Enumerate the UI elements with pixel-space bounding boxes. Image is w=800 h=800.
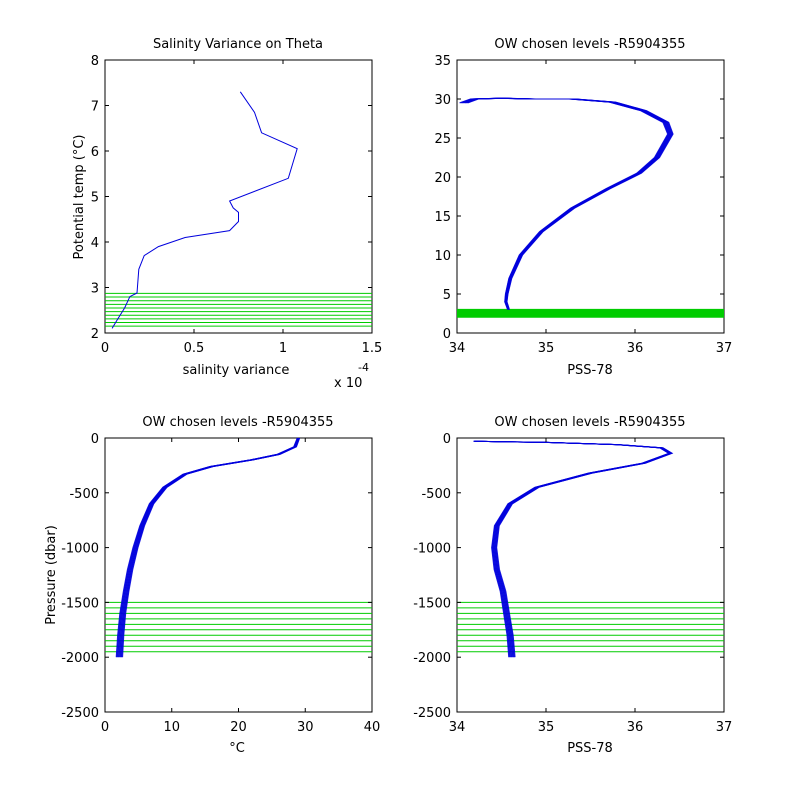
y-tick-label: -2500 [413,706,451,721]
y-tick-label: 25 [434,132,451,147]
profile-line [111,91,298,329]
y-tick-label: 15 [434,210,451,225]
x-tick-label: 37 [716,341,733,356]
y-tick-label: 8 [91,54,99,69]
y-tick-label: 35 [434,54,451,69]
y-tick-label: 6 [91,145,99,160]
panel-3-title: OW chosen levels -R5904355 [142,415,333,430]
x-tick-label: 34 [449,341,466,356]
x-tick-label: 0 [101,341,109,356]
y-tick-label: -2500 [61,706,99,721]
panel-4-title: OW chosen levels -R5904355 [494,415,685,430]
x-tick-label: 10 [163,720,180,735]
y-tick-label: -1000 [413,542,451,557]
x-tick-label: 35 [538,341,555,356]
panel-3-axes [104,437,373,713]
profile-line [122,437,301,658]
y-tick-label: 0 [443,327,451,342]
panel-2-title: OW chosen levels -R5904355 [494,37,685,52]
y-tick-label: -1500 [413,596,451,611]
panel-1-chosen-levels [105,292,372,327]
x-tick-label: 40 [364,720,381,735]
panel-2-axes [456,59,725,334]
x-tick-label: 1 [279,341,287,356]
x-tick-label: 30 [297,720,314,735]
profile-line [475,440,674,658]
panel-1-series [111,91,298,329]
panel-3-series [115,437,301,658]
y-tick-label: 5 [443,288,451,303]
y-tick-label: -1500 [61,596,99,611]
y-tick-label: 2 [91,327,99,342]
panel-theta-salinity: OW chosen levels -R5904355 34 35 36 37 0 5 10 1… [434,37,732,378]
x-tick-label: 20 [230,720,247,735]
y-tick-label: 30 [434,93,451,108]
y-tick-label: -500 [421,487,451,502]
y-tick-label: 4 [91,236,99,251]
y-tick-label: 10 [434,249,451,264]
panel-2-ticks: 34 35 36 37 0 5 10 15 20 25 30 35 [434,54,732,356]
panel-3-xlabel: °C [229,741,245,756]
panel-4-ticks: 34 35 36 37 -2500 -2000 -1500 -1000 -500 0 [413,432,732,735]
panel-4-chosen-levels [457,601,724,653]
profile-line [467,97,674,310]
y-tick-label: 7 [91,100,99,115]
panel-1-x-multiplier-base: x 10 [334,376,362,391]
x-tick-label: 0.5 [184,341,205,356]
x-tick-label: 36 [627,341,644,356]
y-tick-label: 20 [434,171,451,186]
y-tick-label: 0 [443,432,451,447]
panel-1-xlabel: salinity variance [183,363,290,378]
x-tick-label: 36 [627,720,644,735]
y-tick-label: -1000 [61,542,99,557]
panel-1-axes [104,59,373,334]
y-tick-label: 0 [91,432,99,447]
y-tick-label: -2000 [413,651,451,666]
panel-2-xlabel: PSS-78 [567,363,613,378]
panel-1-x-multiplier-exponent: -4 [358,361,369,374]
panel-4-series [473,440,674,658]
x-tick-label: 1.5 [362,341,383,356]
y-tick-label: 3 [91,282,99,297]
panel-1-title: Salinity Variance on Theta [153,37,323,52]
x-tick-label: 35 [538,720,555,735]
x-tick-label: 37 [716,720,733,735]
y-tick-label: 5 [91,191,99,206]
panel-1-ylabel: Potential temp (°C) [72,135,87,260]
panel-3-chosen-levels [105,601,372,653]
panel-3-ticks: 0 10 20 30 40 -2500 -2000 -1500 -1000 -500 0 [61,432,380,735]
panel-salinity-variance: Salinity Variance on Theta 0 0.5 1 1.5 2 3 4 5 6… [72,37,382,391]
panel-pressure-salinity: OW chosen levels -R5904355 34 35 36 37 -2500… [413,415,732,756]
x-tick-label: 34 [449,720,466,735]
y-tick-label: -500 [69,487,99,502]
y-tick-label: -2000 [61,651,99,666]
panel-2-chosen-levels [457,308,724,318]
panel-3-ylabel: Pressure (dbar) [44,525,59,625]
panel-4-xlabel: PSS-78 [567,741,613,756]
x-tick-label: 0 [101,720,109,735]
panel-1-ticks: 0 0.5 1 1.5 2 3 4 5 6 7 8 [91,54,383,356]
panel-2-series [459,97,674,310]
panel-pressure-temperature: OW chosen levels -R5904355 0 10 20 30 40 -250… [44,415,380,756]
